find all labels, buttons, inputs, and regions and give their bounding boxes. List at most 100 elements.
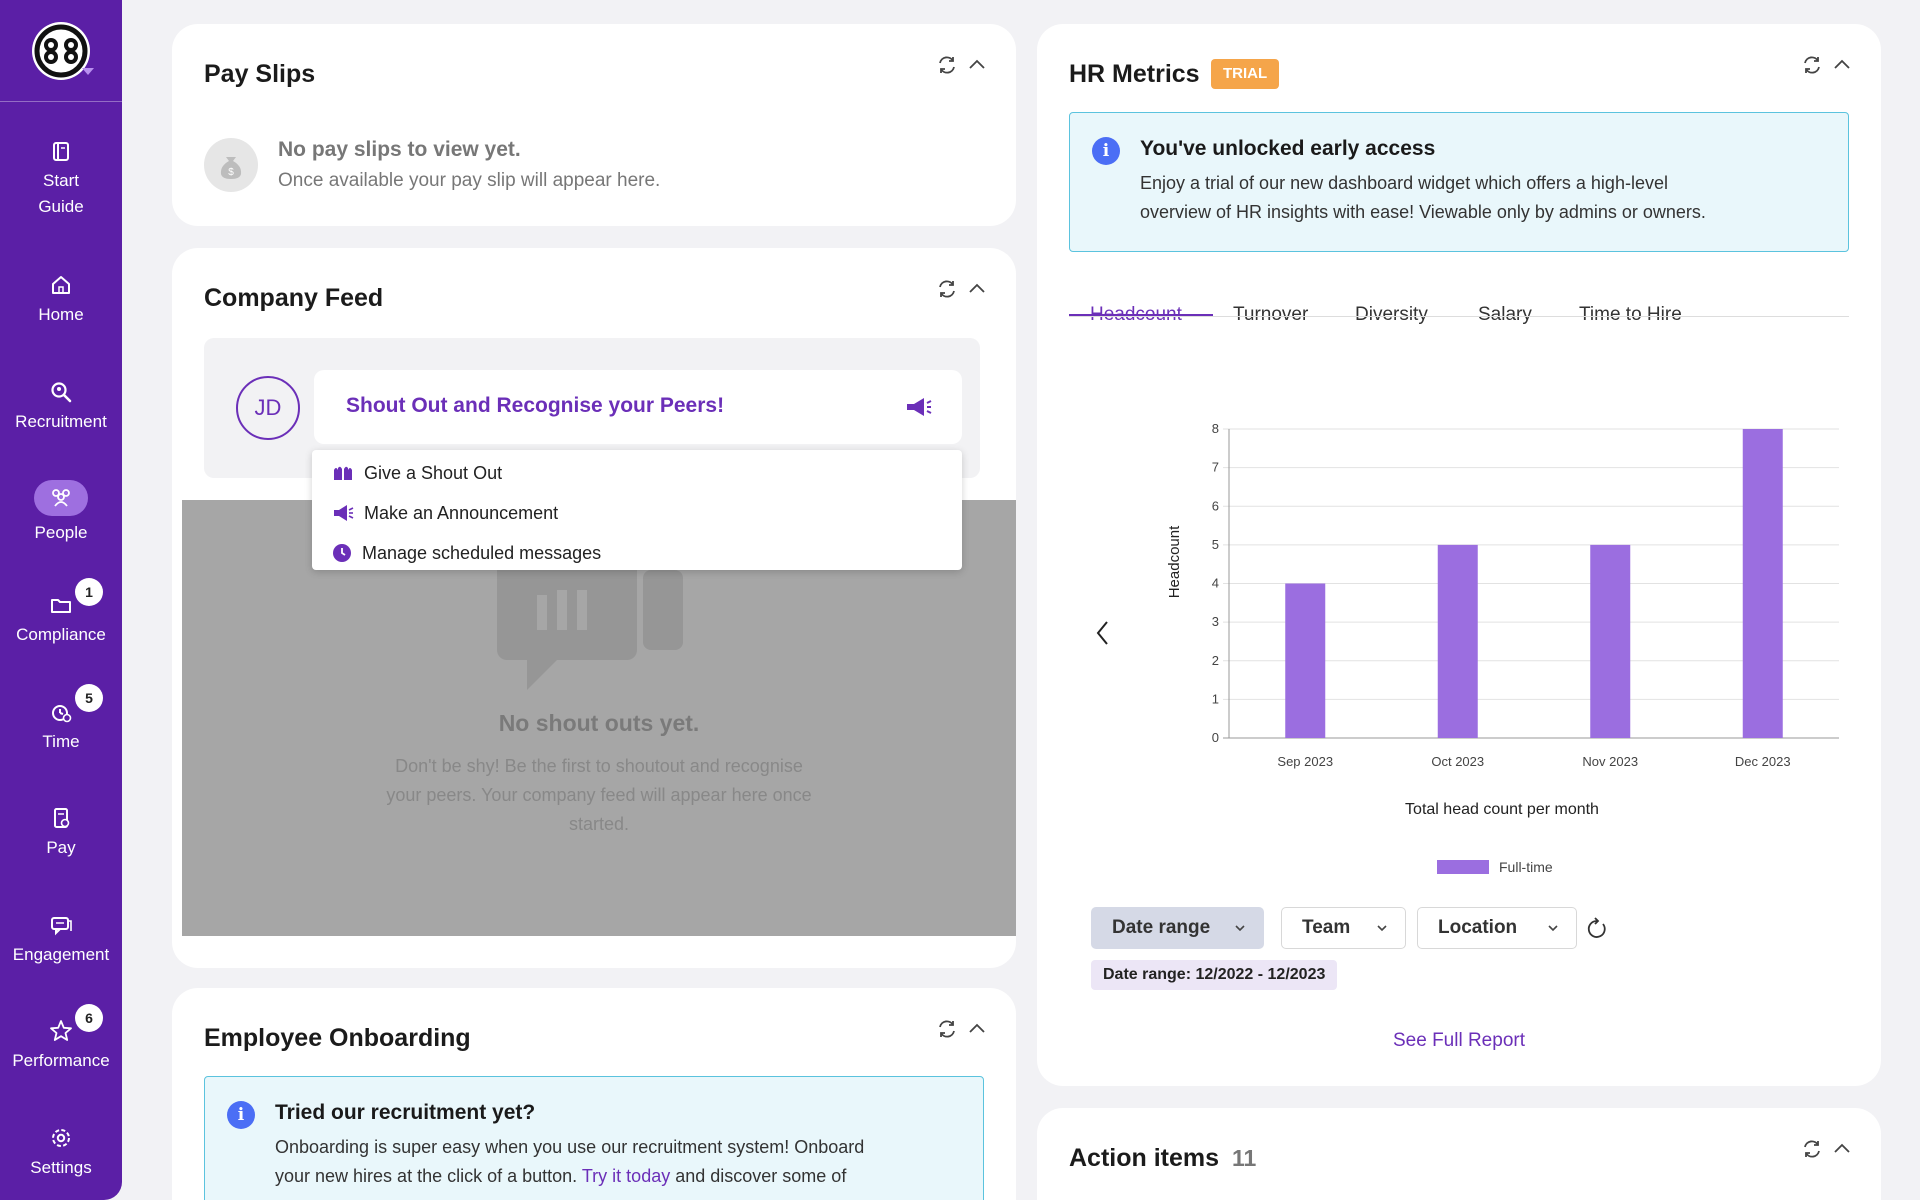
logo[interactable]	[0, 0, 122, 102]
y-tick-label: 1	[1212, 691, 1219, 706]
bar[interactable]	[1590, 544, 1631, 738]
payslips-card: Pay Slips $ No pay slips to view yet. On…	[172, 24, 1016, 226]
x-tick-label: Sep 2023	[1277, 754, 1333, 769]
bar[interactable]	[1437, 544, 1478, 738]
shoutout-prompt[interactable]: Shout Out and Recognise your Peers!	[314, 370, 962, 444]
tab-time-to-hire[interactable]: Time to Hire	[1579, 304, 1682, 325]
menu-item-scheduled[interactable]: Manage scheduled messages	[332, 538, 601, 568]
sidebar-item-compliance[interactable]: Compliance	[0, 592, 122, 648]
card-title: Company Feed	[204, 284, 384, 312]
chart-title: Total head count per month	[1405, 801, 1599, 818]
chevron-down-icon	[1377, 925, 1387, 932]
sidebar-item-start-guide[interactable]: Start Guide	[0, 138, 122, 220]
sidebar-item-people[interactable]: People	[0, 480, 122, 546]
menu-item-label: Make an Announcement	[364, 502, 559, 523]
menu-item-give-shoutout[interactable]: Give a Shout Out	[332, 458, 502, 488]
legend-label: Full-time	[1499, 859, 1553, 875]
sidebar-item-engagement[interactable]: Engagement	[0, 912, 122, 968]
empty-title: No shout outs yet.	[498, 710, 700, 736]
reset-icon[interactable]	[1585, 917, 1609, 941]
tab-diversity[interactable]: Diversity	[1355, 304, 1428, 325]
refresh-icon[interactable]	[936, 54, 958, 76]
avatar: JD	[236, 376, 300, 440]
empty-subtitle: Once available your pay slip will appear…	[278, 170, 661, 191]
sidebar-item-label: People	[34, 523, 88, 542]
clock-icon	[52, 705, 72, 723]
chart-bars	[1285, 429, 1783, 738]
chevron-up-icon[interactable]	[966, 54, 988, 76]
clock-icon	[333, 544, 351, 562]
refresh-icon[interactable]	[1801, 54, 1823, 76]
y-tick-label: 4	[1212, 576, 1219, 591]
sidebar-item-recruitment[interactable]: Recruitment	[0, 379, 122, 435]
tab-turnover[interactable]: Turnover	[1233, 304, 1309, 325]
x-tick-label: Dec 2023	[1735, 754, 1791, 769]
tab-salary[interactable]: Salary	[1478, 304, 1532, 325]
svg-text:$: $	[228, 167, 234, 178]
card-title: Employee Onboarding	[204, 1024, 471, 1052]
headcount-chart: 0 1 2 3 4 5 6 7 8 Sep 2023 Oct 2023 Nov 2023 Dec 20…	[1166, 421, 1839, 875]
folder-icon	[51, 599, 71, 613]
action-items-count: 11	[1232, 1145, 1257, 1171]
chevron-up-icon[interactable]	[1831, 54, 1853, 76]
refresh-icon[interactable]	[936, 278, 958, 300]
logo-icon	[32, 21, 90, 80]
onboarding-card: Employee Onboarding i Tried our recruitm…	[172, 988, 1016, 1200]
shoutout-prompt-label: Shout Out and Recognise your Peers!	[346, 394, 725, 417]
y-ticks: 0 1 2 3 4 5 6 7 8	[1212, 421, 1219, 745]
sidebar-item-label: Settings	[30, 1158, 92, 1177]
x-tick-label: Nov 2023	[1582, 754, 1638, 769]
chevron-up-icon[interactable]	[966, 278, 988, 300]
date-range-filter[interactable]: Date range	[1091, 907, 1264, 949]
card-title: Pay Slips	[204, 60, 316, 88]
sidebar-item-settings[interactable]: Settings	[0, 1125, 122, 1181]
sidebar-item-label: Start	[43, 171, 79, 190]
home-icon	[52, 276, 70, 294]
chevron-down-icon[interactable]	[82, 68, 94, 75]
chevron-down-icon	[1548, 925, 1558, 932]
sidebar-item-home[interactable]: Home	[0, 272, 122, 328]
chart-grid	[1223, 428, 1839, 739]
refresh-icon[interactable]	[1801, 1138, 1823, 1160]
menu-item-label: Manage scheduled messages	[362, 542, 602, 563]
try-it-link[interactable]: Try it today	[581, 1166, 671, 1186]
sidebar-item-label: Home	[38, 305, 84, 324]
chevron-up-icon[interactable]	[1831, 1138, 1853, 1160]
location-filter[interactable]: Location	[1417, 907, 1577, 949]
company-feed-card: Company Feed JD Shout Out and Recognise …	[172, 248, 1016, 968]
y-tick-label: 5	[1212, 537, 1219, 552]
sidebar-item-label: Recruitment	[15, 412, 107, 431]
early-access-info-box: i You've unlocked early access Enjoy a t…	[1069, 112, 1849, 252]
info-text-1: Onboarding is super easy when you use ou…	[275, 1137, 865, 1157]
sidebar-item-performance[interactable]: Performance	[0, 1018, 122, 1074]
sidebar-item-pay[interactable]: Pay	[0, 805, 122, 861]
chevron-up-icon[interactable]	[966, 1018, 988, 1040]
filter-label: Team	[1302, 917, 1351, 938]
chevron-left-icon[interactable]	[1093, 618, 1113, 648]
filter-label: Date range	[1112, 917, 1211, 938]
y-axis-label: Headcount	[1166, 525, 1183, 598]
performance-badge: 6	[75, 1004, 103, 1032]
info-title: Tried our recruitment yet?	[275, 1101, 536, 1124]
refresh-icon[interactable]	[936, 1018, 958, 1040]
y-tick-label: 7	[1212, 460, 1219, 475]
chevron-down-icon	[1235, 925, 1245, 932]
sidebar-item-time[interactable]: Time	[0, 699, 122, 755]
bar[interactable]	[1742, 429, 1783, 738]
info-text-2: your new hires at the click of a button.…	[275, 1166, 846, 1187]
empty-title: No pay slips to view yet.	[278, 138, 521, 161]
menu-item-announcement[interactable]: Make an Announcement	[332, 498, 558, 528]
team-filter[interactable]: Team	[1281, 907, 1406, 949]
shoutout-menu: Give a Shout Out Make an Announcement Ma…	[312, 450, 962, 570]
chat-icon	[51, 917, 72, 936]
info-text-2b: and discover some of	[675, 1166, 847, 1186]
y-tick-label: 2	[1212, 653, 1219, 668]
y-tick-label: 3	[1212, 614, 1219, 629]
see-full-report-link[interactable]: See Full Report	[1392, 1030, 1525, 1051]
legend-swatch	[1437, 860, 1489, 874]
bar[interactable]	[1285, 583, 1326, 739]
hands-icon	[497, 560, 683, 690]
menu-item-label: Give a Shout Out	[364, 462, 503, 483]
x-ticks: Sep 2023 Oct 2023 Nov 2023 Dec 2023	[1277, 754, 1790, 769]
sidebar: Start Guide Home Recruitment People Comp…	[0, 0, 122, 1200]
